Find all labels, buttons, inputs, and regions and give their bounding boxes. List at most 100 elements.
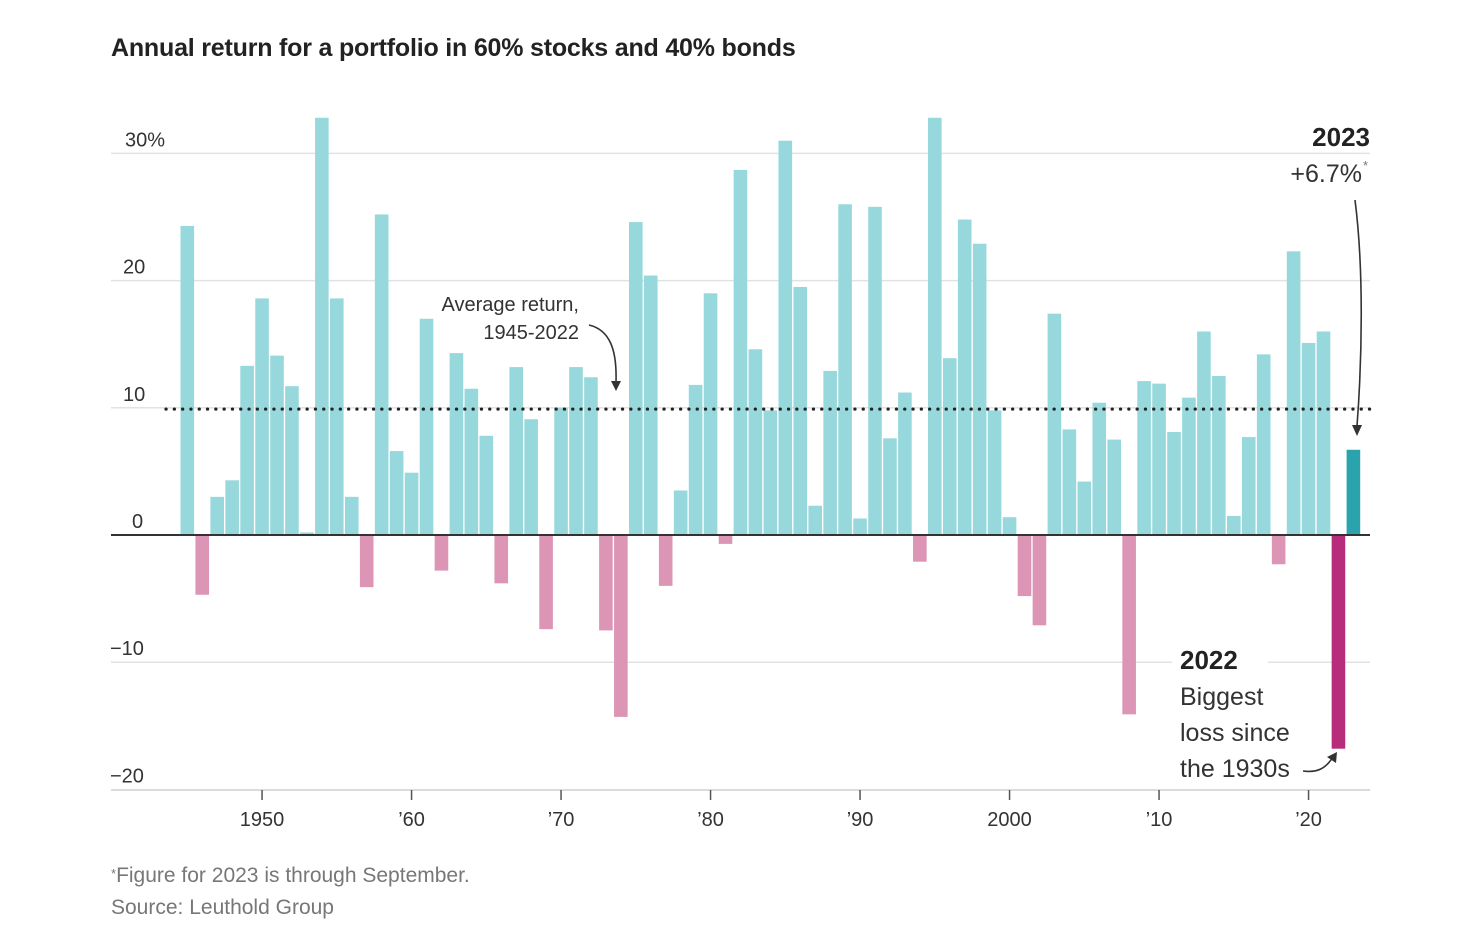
- bar-1977: [658, 535, 673, 586]
- bar-1964: [464, 388, 479, 535]
- bar-1992: [883, 438, 897, 535]
- bar-2018: [1271, 535, 1286, 565]
- annotation-2022-arrowhead: [1327, 752, 1337, 763]
- annotation-2023-value: +6.7%: [1290, 160, 1362, 188]
- y-tick-label: −20: [110, 765, 144, 787]
- bar-1991: [868, 206, 882, 535]
- y-tick-label: 10: [123, 384, 145, 406]
- annotation-2022-text: Biggest: [1180, 683, 1263, 711]
- annotation-2023-star: *: [1363, 158, 1368, 173]
- bar-1997: [957, 219, 972, 535]
- bar-1963: [449, 353, 464, 535]
- bar-1968: [524, 419, 538, 535]
- bar-2015: [1227, 515, 1241, 535]
- chart-title: Annual return for a portfolio in 60% sto…: [111, 34, 796, 62]
- bar-2001: [1017, 535, 1032, 597]
- annotation-2022-arrow: [1302, 756, 1334, 773]
- x-tick-label: ’20: [1295, 809, 1322, 831]
- bar-1960: [404, 472, 419, 535]
- bar-1995: [928, 117, 942, 535]
- annotation-2023-arrowhead: [1352, 425, 1362, 436]
- bar-2020: [1301, 342, 1316, 535]
- bar-2002: [1032, 535, 1047, 626]
- bar-1978: [673, 490, 688, 535]
- x-tick-label: ’80: [697, 809, 724, 831]
- bar-1980: [703, 293, 718, 535]
- bar-1954: [315, 117, 329, 535]
- bar-1974: [614, 535, 628, 717]
- source-note: Source: Leuthold Group: [111, 896, 334, 919]
- annotation-2023-arrow: [1354, 199, 1363, 427]
- bar-1959: [389, 451, 404, 535]
- bar-2003: [1047, 313, 1062, 535]
- bar-1988: [823, 370, 837, 535]
- bar-2019: [1286, 251, 1301, 535]
- annotation-2022-year: 2022: [1180, 645, 1238, 675]
- x-tick-label: ’70: [548, 809, 575, 831]
- bar-1956: [344, 496, 359, 535]
- bar-2006: [1092, 402, 1107, 535]
- bar-1979: [688, 384, 703, 535]
- bar-1966: [494, 535, 509, 584]
- bar-1993: [898, 392, 912, 535]
- bar-1955: [330, 298, 344, 535]
- bar-1982: [733, 169, 748, 535]
- x-axis-tick-labels: 1950 ’60 ’70 ’80 ’90 2000 ’10 ’20: [240, 790, 1322, 831]
- x-tick-label: 2000: [987, 809, 1032, 831]
- bar-1983: [748, 349, 763, 535]
- bar-1948: [225, 480, 239, 535]
- bar-1994: [913, 535, 927, 562]
- average-return-line: Average return, 1945-2022: [164, 294, 1372, 411]
- bar-1972: [584, 377, 598, 535]
- bar-1996: [942, 358, 957, 535]
- x-tick-label: ’60: [398, 809, 425, 831]
- bar-1952: [285, 386, 299, 535]
- bar-2005: [1077, 481, 1092, 535]
- footnote-text: Figure for 2023 is through September.: [116, 864, 470, 887]
- footnote: *Figure for 2023 is through September.: [111, 864, 470, 888]
- bar-1950: [255, 298, 269, 535]
- bar-1962: [434, 535, 449, 571]
- bar-1990: [853, 518, 867, 535]
- bar-1957: [359, 535, 374, 588]
- bar-2021: [1316, 331, 1331, 535]
- bar-2023: [1346, 449, 1361, 535]
- average-arrow-line: [588, 324, 617, 383]
- footnote-star: *: [111, 866, 117, 881]
- average-label: Average return,: [442, 294, 580, 316]
- bar-1971: [569, 367, 583, 535]
- bar-1999: [987, 410, 1002, 535]
- bar-1946: [195, 535, 210, 595]
- bar-2012: [1182, 397, 1196, 535]
- bar-1961: [419, 318, 434, 535]
- bar-2022: [1331, 535, 1346, 749]
- bar-2010: [1152, 383, 1166, 535]
- x-tick-label: ’10: [1146, 809, 1173, 831]
- bar-2016: [1241, 437, 1256, 535]
- bar-2009: [1137, 381, 1151, 535]
- y-tick-label: 30%: [125, 129, 165, 151]
- bar-1949: [240, 365, 254, 535]
- average-arrow-head: [611, 381, 621, 391]
- bar-1965: [479, 435, 494, 535]
- y-tick-label: 0: [132, 511, 143, 533]
- annotation-2022-text: the 1930s: [1180, 755, 1290, 783]
- y-tick-label: −10: [110, 638, 144, 660]
- bar-1987: [808, 505, 822, 535]
- bar-2007: [1107, 439, 1121, 535]
- bar-1970: [554, 407, 568, 535]
- bar-2000: [1002, 517, 1017, 535]
- bar-1953: [300, 532, 314, 535]
- bar-1984: [763, 410, 778, 535]
- annotations: 2023 +6.7% * 2022 Biggest loss since the 1930s: [1172, 122, 1370, 783]
- bar-1985: [778, 140, 793, 535]
- bar-1951: [270, 355, 284, 535]
- bar-1998: [972, 243, 987, 535]
- bar-2014: [1212, 376, 1226, 535]
- bar-1981: [718, 535, 733, 544]
- bars: [180, 117, 1361, 749]
- annotation-2023-year: 2023: [1312, 122, 1370, 152]
- bar-1958: [374, 214, 389, 535]
- average-label: 1945-2022: [483, 322, 579, 344]
